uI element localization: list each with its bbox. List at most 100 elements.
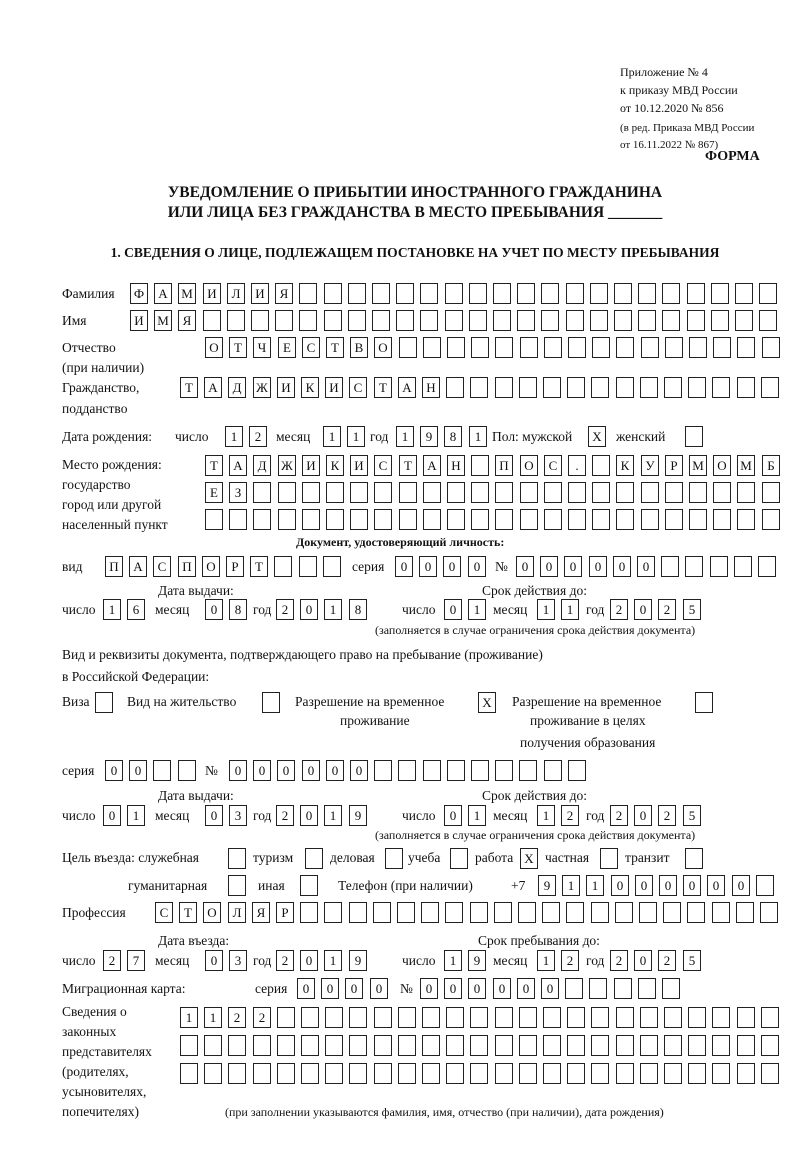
id-series-cell[interactable]: 0 <box>419 556 437 577</box>
profession-cell[interactable] <box>373 902 391 923</box>
representatives-row3-cell[interactable] <box>495 1063 513 1084</box>
citizenship-cell[interactable] <box>470 377 488 398</box>
birthplace-row3-cell[interactable] <box>665 509 683 530</box>
migration-number-cell[interactable]: 0 <box>420 978 438 999</box>
id-kind-cell[interactable]: С <box>153 556 171 577</box>
right-number-cell[interactable] <box>471 760 489 781</box>
right-series-cell[interactable]: 0 <box>105 760 123 781</box>
representatives-row2-cell[interactable] <box>737 1035 755 1056</box>
surname-cell[interactable] <box>614 283 632 304</box>
birthplace-row3-cell[interactable] <box>229 509 247 530</box>
representatives-row3-cell[interactable] <box>519 1063 537 1084</box>
representatives-row1-cell[interactable] <box>470 1007 488 1028</box>
profession-cell[interactable] <box>615 902 633 923</box>
citizenship-cell[interactable] <box>664 377 682 398</box>
patronymic-cell[interactable]: Т <box>229 337 247 358</box>
migration-number-cell[interactable] <box>662 978 680 999</box>
entry-year-cell[interactable]: 1 <box>324 950 342 971</box>
patronymic-cell[interactable]: В <box>350 337 368 358</box>
id-kind-cell[interactable]: Р <box>226 556 244 577</box>
profession-cell[interactable] <box>518 902 536 923</box>
birthplace-row2-cell[interactable] <box>253 482 271 503</box>
surname-cell[interactable] <box>469 283 487 304</box>
birthplace-row2-cell[interactable] <box>592 482 610 503</box>
representatives-row3-cell[interactable] <box>253 1063 271 1084</box>
name-cell[interactable] <box>614 310 632 331</box>
profession-cell[interactable] <box>470 902 488 923</box>
surname-cell[interactable]: Л <box>227 283 245 304</box>
patronymic-cell[interactable]: О <box>205 337 223 358</box>
birth-year-cell[interactable]: 9 <box>420 426 438 447</box>
right-number-cell[interactable]: 0 <box>350 760 368 781</box>
id-valid-year-cell[interactable]: 2 <box>610 599 628 620</box>
id-number-cell[interactable]: 0 <box>540 556 558 577</box>
birthplace-row2-cell[interactable] <box>495 482 513 503</box>
birthplace-row3-cell[interactable] <box>544 509 562 530</box>
patronymic-cell[interactable] <box>544 337 562 358</box>
surname-cell[interactable] <box>687 283 705 304</box>
id-issue-month-cell[interactable]: 8 <box>229 599 247 620</box>
representatives-row3-cell[interactable] <box>325 1063 343 1084</box>
representatives-row1-cell[interactable]: 1 <box>180 1007 198 1028</box>
birthplace-row2-cell[interactable] <box>713 482 731 503</box>
patronymic-cell[interactable] <box>641 337 659 358</box>
right-series-cell[interactable] <box>153 760 171 781</box>
representatives-row2-cell[interactable] <box>180 1035 198 1056</box>
surname-cell[interactable] <box>638 283 656 304</box>
citizenship-cell[interactable]: А <box>398 377 416 398</box>
right-number-cell[interactable] <box>544 760 562 781</box>
purpose-service-cell[interactable] <box>228 848 246 869</box>
name-cell[interactable] <box>662 310 680 331</box>
birthplace-row1-cell[interactable]: М <box>689 455 707 476</box>
right-number-cell[interactable] <box>519 760 537 781</box>
right-issue-day-cell[interactable]: 1 <box>127 805 145 826</box>
birthplace-row1-cell[interactable]: О <box>713 455 731 476</box>
residence-cell[interactable] <box>262 692 280 713</box>
id-valid-year-cell[interactable]: 0 <box>634 599 652 620</box>
migration-series-cell[interactable]: 0 <box>321 978 339 999</box>
birthplace-row1-cell[interactable] <box>471 455 489 476</box>
surname-cell[interactable] <box>517 283 535 304</box>
birthplace-row3-cell[interactable] <box>326 509 344 530</box>
citizenship-cell[interactable]: Т <box>374 377 392 398</box>
profession-cell[interactable] <box>566 902 584 923</box>
representatives-row2-cell[interactable] <box>325 1035 343 1056</box>
representatives-row1-cell[interactable] <box>761 1007 779 1028</box>
birthplace-row1-cell[interactable]: Т <box>205 455 223 476</box>
right-number-cell[interactable]: 0 <box>326 760 344 781</box>
phone-cell[interactable]: 1 <box>586 875 604 896</box>
id-kind-cell[interactable]: О <box>202 556 220 577</box>
representatives-row3-cell[interactable] <box>301 1063 319 1084</box>
birthplace-row3-cell[interactable] <box>592 509 610 530</box>
right-valid-day-cell[interactable]: 1 <box>468 805 486 826</box>
birthplace-row1-cell[interactable]: К <box>326 455 344 476</box>
phone-cell[interactable]: 0 <box>635 875 653 896</box>
profession-cell[interactable] <box>421 902 439 923</box>
representatives-row2-cell[interactable] <box>640 1035 658 1056</box>
right-issue-year-cell[interactable]: 1 <box>324 805 342 826</box>
stay-day-cell[interactable]: 1 <box>444 950 462 971</box>
representatives-row1-cell[interactable] <box>446 1007 464 1028</box>
name-cell[interactable] <box>517 310 535 331</box>
id-valid-day-cell[interactable]: 1 <box>468 599 486 620</box>
migration-series-cell[interactable]: 0 <box>297 978 315 999</box>
patronymic-cell[interactable] <box>713 337 731 358</box>
right-issue-month-cell[interactable]: 0 <box>205 805 223 826</box>
birthplace-row3-cell[interactable] <box>447 509 465 530</box>
birthplace-row2-cell[interactable] <box>641 482 659 503</box>
id-number-cell[interactable]: 0 <box>613 556 631 577</box>
representatives-row1-cell[interactable]: 1 <box>204 1007 222 1028</box>
entry-year-cell[interactable]: 9 <box>349 950 367 971</box>
citizenship-cell[interactable]: Ж <box>253 377 271 398</box>
representatives-row2-cell[interactable] <box>228 1035 246 1056</box>
birthplace-row1-cell[interactable]: О <box>520 455 538 476</box>
migration-number-cell[interactable] <box>565 978 583 999</box>
migration-series-cell[interactable]: 0 <box>370 978 388 999</box>
representatives-row2-cell[interactable] <box>204 1035 222 1056</box>
right-issue-year-cell[interactable]: 9 <box>349 805 367 826</box>
id-valid-year-cell[interactable]: 5 <box>683 599 701 620</box>
representatives-row3-cell[interactable] <box>470 1063 488 1084</box>
birthplace-row1-cell[interactable]: С <box>544 455 562 476</box>
profession-cell[interactable] <box>591 902 609 923</box>
surname-cell[interactable] <box>299 283 317 304</box>
